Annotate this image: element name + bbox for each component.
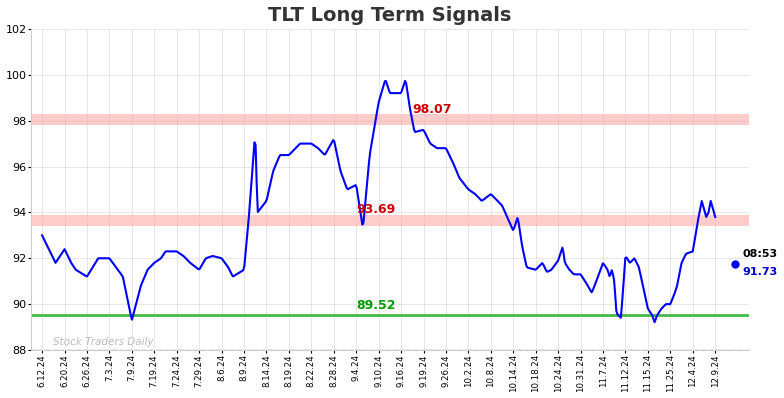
Text: 91.73: 91.73 [742, 267, 778, 277]
Text: 08:53: 08:53 [742, 249, 777, 259]
Text: 89.52: 89.52 [356, 299, 396, 312]
Text: 98.07: 98.07 [412, 103, 452, 115]
Text: 93.69: 93.69 [356, 203, 395, 216]
Title: TLT Long Term Signals: TLT Long Term Signals [268, 6, 511, 25]
Text: Stock Traders Daily: Stock Traders Daily [53, 337, 154, 347]
